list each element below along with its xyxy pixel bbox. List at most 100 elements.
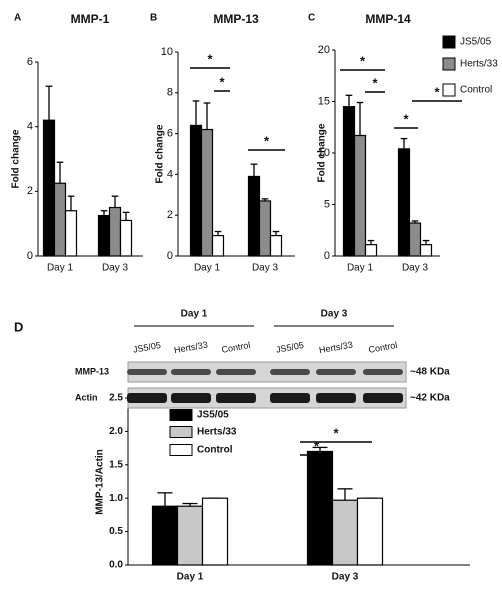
chart-title: MMP-13 bbox=[213, 12, 259, 26]
y-tick-label: 20 bbox=[318, 44, 330, 56]
blot-band bbox=[171, 393, 211, 403]
bar bbox=[306, 450, 334, 566]
bar bbox=[269, 235, 283, 257]
bar bbox=[356, 497, 384, 566]
blot-band bbox=[216, 393, 256, 403]
bar bbox=[408, 222, 422, 257]
bar bbox=[419, 244, 433, 257]
bar bbox=[211, 235, 225, 257]
legend-swatch bbox=[169, 409, 193, 421]
y-tick-label: 15 bbox=[318, 95, 330, 107]
legend-label: Herts/33 bbox=[460, 59, 498, 70]
bar bbox=[247, 175, 261, 257]
y-tick-label: 8 bbox=[167, 87, 173, 99]
bar bbox=[200, 128, 214, 257]
y-tick-label: 0 bbox=[324, 250, 330, 262]
y-tick-label: 0 bbox=[167, 250, 173, 262]
panel-letter: D bbox=[14, 319, 23, 334]
bar bbox=[201, 497, 229, 566]
y-tick-label: 1.5 bbox=[109, 459, 123, 470]
significance-star: * bbox=[372, 75, 378, 90]
lane-label: Herts/33 bbox=[318, 340, 353, 356]
y-tick-label: 5 bbox=[324, 198, 330, 210]
significance-star: * bbox=[434, 84, 440, 99]
legend-swatch bbox=[442, 83, 456, 97]
x-tick-label: Day 1 bbox=[47, 263, 74, 274]
panel-letter: A bbox=[14, 13, 21, 24]
y-tick-label: 2.5 bbox=[109, 393, 123, 404]
y-tick-label: 0.0 bbox=[109, 560, 123, 571]
legend-label: JS5/05 bbox=[197, 410, 229, 421]
significance-star: * bbox=[333, 425, 339, 440]
x-tick-label: Day 3 bbox=[402, 263, 429, 274]
blot-band bbox=[363, 369, 403, 375]
bar bbox=[342, 106, 356, 257]
y-tick-label: 2.0 bbox=[109, 426, 123, 437]
y-tick-label: 10 bbox=[161, 46, 173, 58]
legend-swatch bbox=[442, 35, 456, 49]
chart-title: MMP-1 bbox=[71, 12, 110, 26]
blot-band bbox=[171, 369, 211, 375]
lane-label: Control bbox=[368, 340, 398, 355]
legend-label: Control bbox=[197, 445, 233, 456]
lane-label: JS5/05 bbox=[275, 340, 304, 355]
x-tick-label: Day 1 bbox=[194, 263, 221, 274]
bar bbox=[53, 182, 67, 257]
y-axis-label: MMP-13/Actin bbox=[95, 449, 106, 515]
y-axis-label: Fold change bbox=[11, 129, 22, 188]
blot-group: Day 1 bbox=[181, 309, 208, 320]
bar bbox=[364, 244, 378, 257]
lane-label: Herts/33 bbox=[173, 340, 208, 356]
y-axis-label: Fold change bbox=[155, 124, 166, 183]
blot-band bbox=[270, 369, 310, 375]
significance-star: * bbox=[207, 51, 213, 66]
blot-band bbox=[216, 369, 256, 375]
x-tick-label: Day 3 bbox=[102, 263, 129, 274]
bar bbox=[397, 148, 411, 257]
blot-group: Day 3 bbox=[321, 309, 348, 320]
bar bbox=[64, 210, 78, 257]
bar bbox=[119, 219, 133, 257]
legend-label: Control bbox=[460, 85, 492, 96]
bar bbox=[97, 214, 111, 257]
lane-label: Control bbox=[221, 340, 251, 355]
blot-band bbox=[316, 369, 356, 375]
bar bbox=[331, 499, 359, 566]
legend-label: JS5/05 bbox=[460, 37, 492, 48]
blot-band bbox=[127, 369, 167, 375]
significance-star: * bbox=[264, 133, 270, 148]
legend-swatch bbox=[169, 444, 193, 456]
significance-star: * bbox=[219, 74, 225, 89]
blot-band bbox=[363, 393, 403, 403]
blot-band bbox=[270, 393, 310, 403]
x-tick-label: Day 1 bbox=[177, 572, 204, 583]
x-tick-label: Day 3 bbox=[252, 263, 279, 274]
bar bbox=[189, 124, 203, 257]
bar bbox=[353, 134, 367, 257]
legend-label: Herts/33 bbox=[197, 427, 237, 438]
panel-letter: B bbox=[150, 13, 157, 24]
legend-swatch bbox=[169, 426, 193, 438]
band-size: ~48 KDa bbox=[410, 367, 450, 378]
x-tick-label: Day 1 bbox=[347, 263, 374, 274]
band-size: ~42 KDa bbox=[410, 393, 450, 404]
bar bbox=[42, 119, 56, 257]
row-label: Actin bbox=[75, 392, 98, 402]
significance-star: * bbox=[314, 438, 320, 453]
y-tick-label: 4 bbox=[167, 168, 173, 180]
lane-label: JS5/05 bbox=[132, 340, 161, 355]
y-tick-label: 6 bbox=[167, 128, 173, 140]
bar bbox=[258, 200, 272, 257]
row-label: MMP-13 bbox=[75, 366, 109, 376]
significance-star: * bbox=[360, 53, 366, 68]
bar bbox=[176, 505, 204, 566]
y-tick-label: 1.0 bbox=[109, 493, 123, 504]
blot-band bbox=[316, 393, 356, 403]
y-tick-label: 2 bbox=[27, 185, 33, 197]
y-tick-label: 10 bbox=[318, 147, 330, 159]
x-tick-label: Day 3 bbox=[332, 572, 359, 583]
y-tick-label: 0.5 bbox=[109, 526, 123, 537]
bar bbox=[151, 505, 179, 566]
